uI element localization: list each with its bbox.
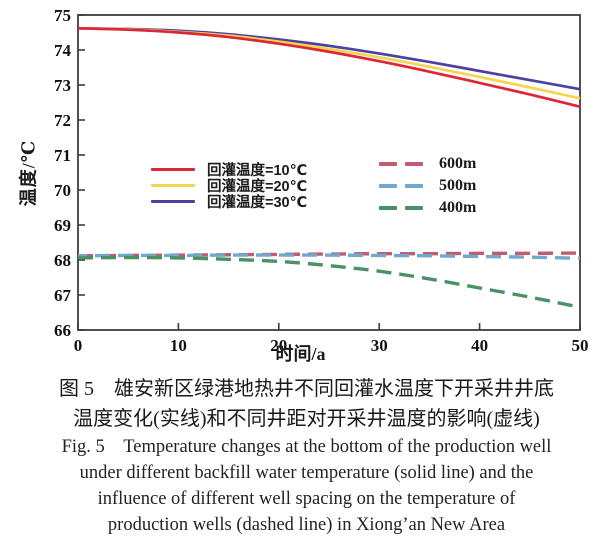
legend-item-20c: 回灌温度=20℃ bbox=[151, 177, 308, 195]
legend-item-400m: 400m bbox=[379, 197, 476, 219]
legend-item-600m: 600m bbox=[379, 153, 476, 175]
series-600m bbox=[77, 251, 581, 258]
caption-en-line1: Fig. 5 Temperature changes at the bottom… bbox=[61, 437, 552, 457]
y-tick-label: 70 bbox=[54, 181, 71, 200]
caption-en-line3: influence of different well spacing on t… bbox=[97, 489, 516, 509]
legend-item-10c: 回灌温度=10℃ bbox=[151, 161, 308, 179]
legend-label-600m: 600m bbox=[439, 155, 477, 172]
caption-en-line4: production wells (dashed line) in Xiong’… bbox=[107, 515, 506, 535]
x-tick-label: 10 bbox=[170, 336, 187, 355]
legend-solid-lines: 回灌温度=10℃ 回灌温度=20℃ 回灌温度=30℃ bbox=[151, 161, 308, 211]
chart-canvas: 66 67 68 69 70 71 72 73 74 75 0 10 20 30 40 50 bbox=[54, 6, 589, 355]
x-tick-label: 40 bbox=[471, 336, 488, 355]
temperature-chart: 66 67 68 69 70 71 72 73 74 75 0 10 20 30 40 50 温度/℃ 时间/… bbox=[14, 0, 589, 364]
legend-swatch-blue-dashed bbox=[379, 184, 423, 188]
series-400m bbox=[77, 255, 581, 309]
series-500m bbox=[77, 253, 581, 260]
y-tick-label: 75 bbox=[54, 6, 71, 25]
y-tick-label: 71 bbox=[54, 146, 71, 165]
x-axis-title: 时间/a bbox=[275, 344, 326, 364]
legend-swatch-blue-solid bbox=[151, 199, 195, 203]
y-tick-label: 73 bbox=[54, 76, 71, 95]
x-tick-label: 0 bbox=[74, 336, 83, 355]
legend-swatch-red-dashed bbox=[379, 162, 423, 166]
series-回灌温度=30℃ bbox=[77, 26, 581, 91]
legend-swatch-yellow-solid bbox=[151, 183, 195, 187]
legend-label-30c: 回灌温度=30℃ bbox=[207, 194, 308, 211]
legend-label-400m: 400m bbox=[439, 199, 477, 216]
legend-swatch-red-solid bbox=[151, 167, 195, 171]
legend-item-500m: 500m bbox=[379, 175, 476, 197]
y-tick-label: 74 bbox=[54, 41, 72, 60]
x-tick-label: 30 bbox=[371, 336, 388, 355]
y-tick-label: 72 bbox=[54, 111, 71, 130]
legend-label-20c: 回灌温度=20℃ bbox=[207, 178, 308, 195]
x-tick-label: 20 bbox=[270, 336, 287, 355]
y-tick-label: 66 bbox=[54, 321, 71, 340]
legend-dashed-lines: 600m 500m 400m bbox=[379, 153, 476, 219]
caption-cn-line2: 温度变化(实线)和不同井距对开采井温度的影响(虚线) bbox=[73, 408, 540, 430]
caption-cn-line1: 图 5 雄安新区绿港地热井不同回灌水温度下开采井井底 bbox=[59, 378, 554, 400]
caption-en-line2: under different backfill water temperatu… bbox=[79, 463, 534, 483]
legend-label-10c: 回灌温度=10℃ bbox=[207, 162, 308, 179]
y-tick-label: 68 bbox=[54, 251, 71, 270]
y-tick-label: 67 bbox=[54, 286, 72, 305]
legend-swatch-green-dashed bbox=[379, 206, 423, 210]
y-axis-title: 温度/℃ bbox=[14, 0, 40, 345]
legend-label-500m: 500m bbox=[439, 177, 477, 194]
y-axis-title-text: 温度/℃ bbox=[18, 139, 39, 206]
y-tick-label: 69 bbox=[54, 216, 71, 235]
legend-item-30c: 回灌温度=30℃ bbox=[151, 193, 308, 211]
x-tick-label: 50 bbox=[572, 336, 589, 355]
plot-frame bbox=[77, 14, 581, 331]
series-回灌温度=10℃ bbox=[77, 26, 581, 109]
figure-caption: 图 5 雄安新区绿港地热井不同回灌水温度下开采井井底 温度变化(实线)和不同井距… bbox=[0, 374, 613, 538]
